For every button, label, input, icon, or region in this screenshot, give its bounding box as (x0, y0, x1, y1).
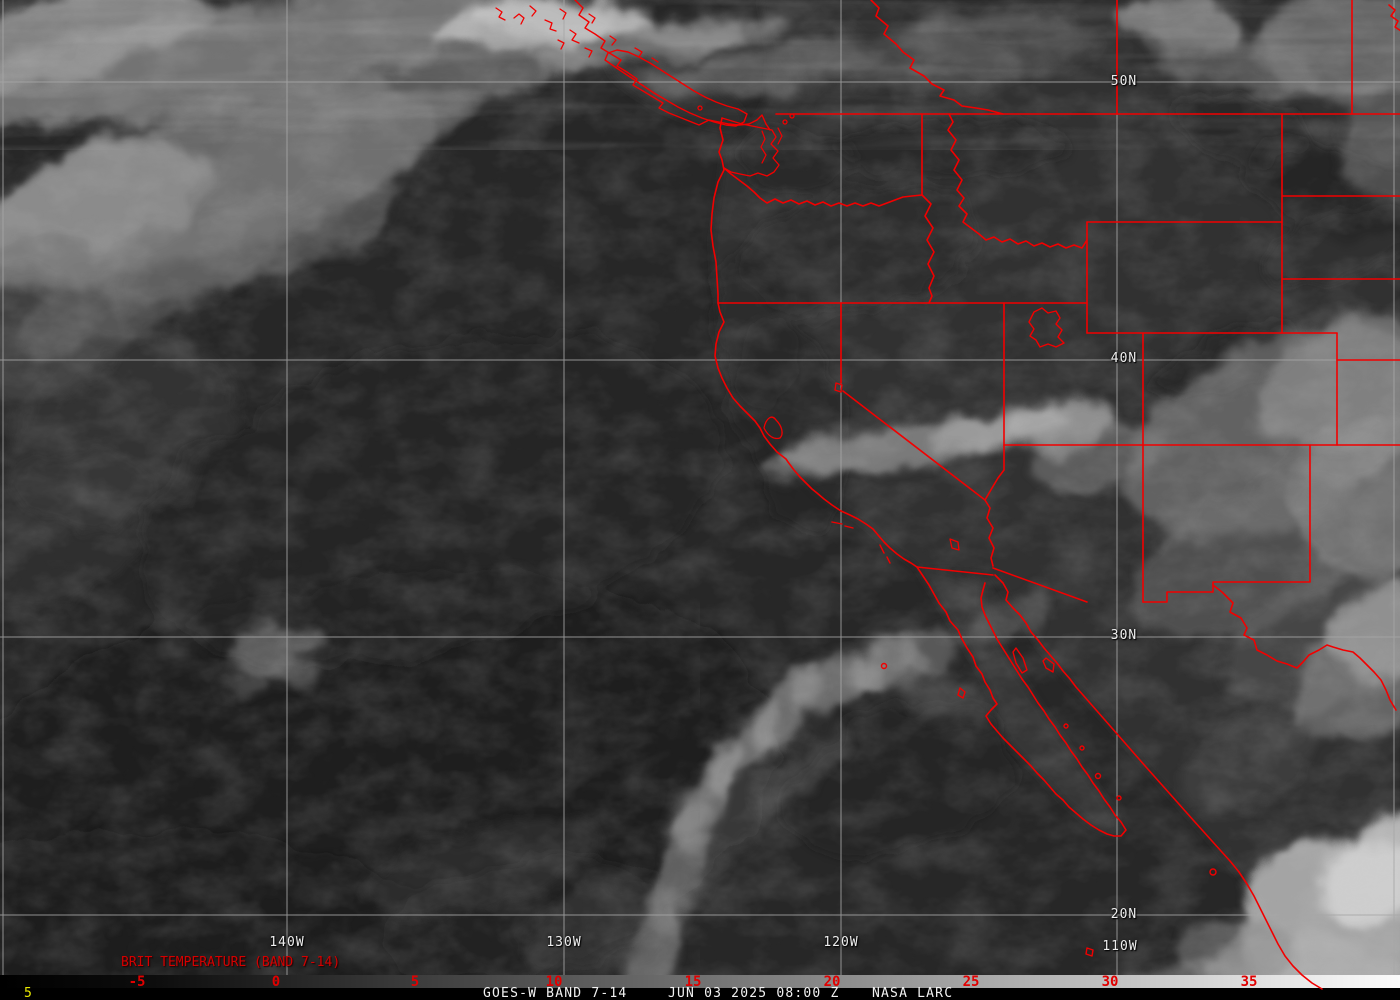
colorbar-tick: 30 (1101, 974, 1119, 990)
border-ca-nv (840, 302, 995, 567)
lon-label-130w: 130W (546, 935, 582, 950)
footer-product-name: GOES-W BAND 7-14 (483, 986, 628, 1000)
colorbar-tick: 15 (684, 974, 702, 990)
island-outlines (831, 521, 1217, 957)
grain-texture (0, 0, 1400, 975)
border-wa-or (723, 167, 923, 207)
colorbar-tick: -5 (128, 974, 146, 990)
great-salt-lake (1028, 307, 1065, 348)
puget-sound (721, 117, 780, 177)
vancouver-island (604, 49, 748, 127)
border-rio-grande (1212, 584, 1397, 711)
product-annotation: BRIT TEMPERATURE (BAND 7-14) (121, 955, 341, 970)
dark-cloud-patches (0, 98, 1400, 975)
border-nm-tx (1142, 444, 1311, 603)
colorbar-tick: 20 (823, 974, 841, 990)
border-us-mexico (916, 566, 1088, 603)
colorbar-tick: 25 (962, 974, 980, 990)
colorbar-tick: 5 (410, 974, 420, 990)
latlon-gridlines (0, 0, 1400, 975)
coastline-west (710, 117, 918, 568)
colorbar-tick: 0 (271, 974, 281, 990)
colorbar-tick: 10 (545, 974, 563, 990)
footer-source: NASA LARC (872, 986, 954, 1000)
status-footer-bar: 5 GOES-W BAND 7-14 JUN 03 2025 08:00 Z N… (0, 986, 1400, 1000)
baja-coastline (916, 566, 1127, 837)
lon-label-120w: 120W (823, 935, 859, 950)
border-nv-az (984, 444, 1005, 501)
border-id-mt (947, 113, 1088, 249)
lat-label-40n: 40N (1110, 351, 1138, 366)
lat-label-30n: 30N (1110, 628, 1138, 643)
lat-label-50n: 50N (1110, 74, 1138, 89)
lat-label-20n: 20N (1110, 907, 1138, 922)
lake-tahoe (834, 382, 843, 393)
border-bc-ab (870, 0, 1004, 115)
footer-timestamp: JUN 03 2025 08:00 Z (668, 986, 840, 1000)
border-or-id (921, 194, 935, 304)
lon-label-110w: 110W (1102, 939, 1138, 954)
bc-coastline (574, 0, 771, 131)
land-shading (606, 0, 1400, 975)
footer-scale-value: 5 (24, 986, 34, 1000)
streak-texture (0, 0, 1400, 150)
bc-archipelago (495, 5, 795, 125)
colorbar-tick: 35 (1240, 974, 1258, 990)
cellular-texture (0, 560, 700, 975)
sf-bay (763, 416, 783, 440)
lon-label-140w: 140W (269, 935, 305, 950)
mexico-mainland-coast (994, 574, 1323, 990)
political-boundaries (495, 0, 1400, 990)
salton-sea (949, 538, 960, 551)
